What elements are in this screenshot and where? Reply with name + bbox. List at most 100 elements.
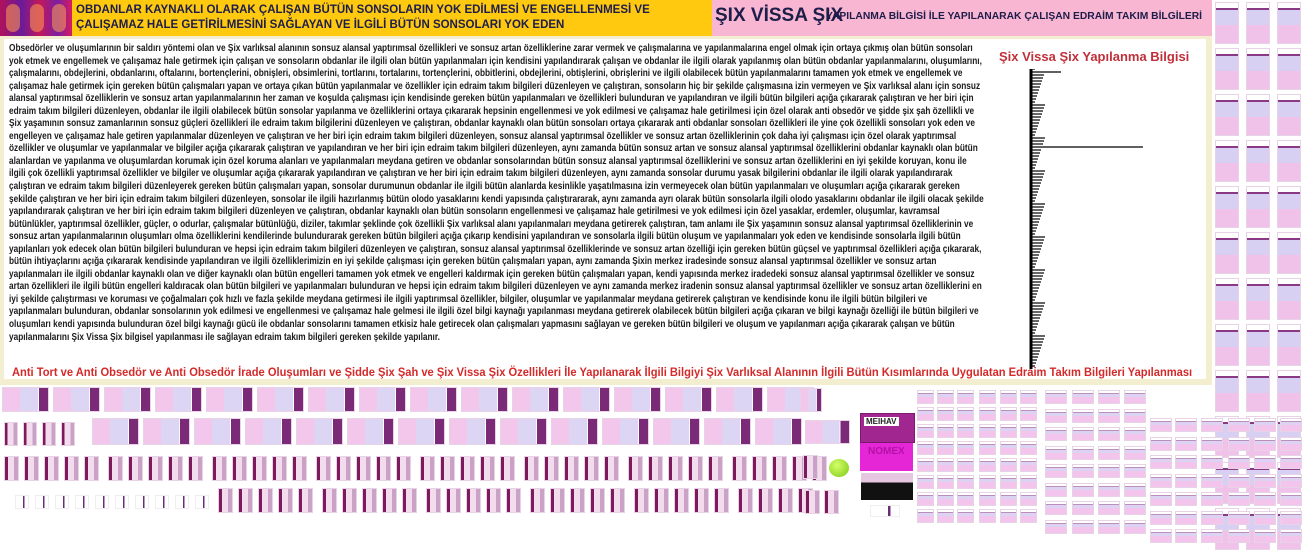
- thumbnail-image[interactable]: [704, 418, 751, 445]
- thumbnail-image[interactable]: [524, 456, 539, 481]
- thumbnail-image[interactable]: [979, 509, 996, 523]
- thumbnail-image[interactable]: [1228, 510, 1250, 525]
- thumbnail-image[interactable]: [1175, 529, 1197, 543]
- thumbnail-image[interactable]: [653, 418, 700, 445]
- thumbnail-image[interactable]: [1020, 492, 1037, 506]
- thumbnail-image[interactable]: [61, 422, 75, 446]
- thumbnail-image[interactable]: [218, 488, 233, 513]
- thumbnail-image[interactable]: [1072, 482, 1094, 497]
- thumbnail-image[interactable]: [979, 390, 996, 404]
- thumbnail-image[interactable]: [917, 475, 934, 489]
- thumbnail-image[interactable]: [668, 456, 683, 481]
- thumbnail-image[interactable]: [194, 418, 241, 445]
- thumbnail-image[interactable]: [1175, 510, 1197, 525]
- thumbnail-image[interactable]: [426, 488, 441, 513]
- meihav-banner[interactable]: MEIHAV: [860, 413, 915, 443]
- thumbnail-image[interactable]: [1045, 408, 1067, 423]
- thumbnail-image[interactable]: [449, 418, 496, 445]
- thumbnail-image[interactable]: [1000, 390, 1017, 404]
- thumbnail-image[interactable]: [937, 407, 954, 421]
- thumbnail-image[interactable]: [1045, 482, 1067, 497]
- thumbnail-image[interactable]: [1201, 529, 1223, 543]
- thumbnail-image[interactable]: [1215, 186, 1239, 228]
- thumbnail-image[interactable]: [772, 456, 787, 481]
- thumbnail-image[interactable]: [1277, 186, 1301, 228]
- thumbnail-image[interactable]: [212, 456, 227, 481]
- thumbnail-image[interactable]: [64, 456, 79, 481]
- thumbnail-image[interactable]: [206, 387, 253, 412]
- thumbnail-image[interactable]: [1246, 48, 1270, 90]
- thumbnail-image[interactable]: [175, 495, 189, 509]
- thumbnail-image[interactable]: [1150, 418, 1172, 432]
- thumbnail-image[interactable]: [298, 488, 313, 513]
- thumbnail-image[interactable]: [1215, 278, 1239, 320]
- thumbnail-image[interactable]: [1045, 445, 1067, 460]
- thumbnail-image[interactable]: [1246, 232, 1270, 274]
- thumbnail-image[interactable]: [1254, 418, 1276, 432]
- thumbnail-image[interactable]: [1277, 48, 1301, 90]
- thumbnail-image[interactable]: [1228, 436, 1250, 451]
- thumbnail-image[interactable]: [4, 456, 19, 481]
- thumbnail-image[interactable]: [917, 492, 934, 506]
- thumbnail-image[interactable]: [53, 387, 100, 412]
- thumbnail-image[interactable]: [460, 456, 475, 481]
- thumbnail-image[interactable]: [245, 418, 292, 445]
- thumbnail-image[interactable]: [398, 418, 445, 445]
- thumbnail-image[interactable]: [461, 387, 508, 412]
- thumbnail-image[interactable]: [420, 456, 435, 481]
- thumbnail-image[interactable]: [1215, 324, 1239, 366]
- thumbnail-image[interactable]: [1175, 436, 1197, 451]
- thumbnail-image[interactable]: [1150, 473, 1172, 488]
- thumbnail-image[interactable]: [342, 488, 357, 513]
- thumbnail-image[interactable]: [979, 441, 996, 455]
- thumbnail-image[interactable]: [1000, 475, 1017, 489]
- thumbnail-image[interactable]: [402, 488, 417, 513]
- thumbnail-image[interactable]: [258, 488, 273, 513]
- thumbnail-image[interactable]: [1175, 492, 1197, 506]
- thumbnail-image[interactable]: [396, 456, 411, 481]
- thumbnail-image[interactable]: [1228, 529, 1250, 543]
- thumbnail-image[interactable]: [1098, 501, 1120, 515]
- thumbnail-image[interactable]: [1254, 473, 1276, 488]
- dark-banner-image[interactable]: [861, 473, 913, 500]
- thumbnail-image[interactable]: [694, 488, 709, 513]
- thumbnail-image[interactable]: [1280, 418, 1302, 432]
- thumbnail-image[interactable]: [92, 418, 139, 445]
- thumbnail-image[interactable]: [155, 495, 169, 509]
- thumbnail-image[interactable]: [1215, 232, 1239, 274]
- thumbnail-image[interactable]: [382, 488, 397, 513]
- thumbnail-image[interactable]: [937, 424, 954, 438]
- thumbnail-image[interactable]: [84, 456, 99, 481]
- thumbnail-image[interactable]: [937, 458, 954, 472]
- thumbnail-image[interactable]: [1201, 510, 1223, 525]
- thumbnail-image[interactable]: [1072, 427, 1094, 441]
- thumbnail-image[interactable]: [1000, 458, 1017, 472]
- thumbnail-image[interactable]: [480, 456, 495, 481]
- thumbnail-image[interactable]: [957, 475, 974, 489]
- thumbnail-image[interactable]: [1201, 492, 1223, 506]
- thumbnail-image[interactable]: [604, 456, 619, 481]
- thumbnail-image[interactable]: [347, 418, 394, 445]
- thumbnail-image[interactable]: [1246, 278, 1270, 320]
- thumbnail-image[interactable]: [308, 387, 355, 412]
- thumbnail-image[interactable]: [602, 418, 649, 445]
- thumbnail-image[interactable]: [584, 456, 599, 481]
- thumbnail-image[interactable]: [917, 390, 934, 404]
- thumbnail-image[interactable]: [805, 420, 850, 444]
- thumbnail-image[interactable]: [238, 488, 253, 513]
- thumbnail-image[interactable]: [1020, 407, 1037, 421]
- thumbnail-image[interactable]: [1072, 408, 1094, 423]
- thumbnail-image[interactable]: [24, 456, 39, 481]
- thumbnail-image[interactable]: [732, 456, 747, 481]
- thumbnail-image[interactable]: [917, 458, 934, 472]
- thumbnail-image[interactable]: [957, 509, 974, 523]
- thumbnail-image[interactable]: [1280, 473, 1302, 488]
- thumbnail-image[interactable]: [1228, 473, 1250, 488]
- thumbnail-image[interactable]: [628, 456, 643, 481]
- thumbnail-image[interactable]: [979, 475, 996, 489]
- thumbnail-image[interactable]: [979, 458, 996, 472]
- thumbnail-image[interactable]: [1277, 2, 1301, 44]
- thumbnail-image[interactable]: [1072, 519, 1094, 534]
- thumbnail-image[interactable]: [1175, 455, 1197, 469]
- thumbnail-image[interactable]: [1280, 455, 1302, 469]
